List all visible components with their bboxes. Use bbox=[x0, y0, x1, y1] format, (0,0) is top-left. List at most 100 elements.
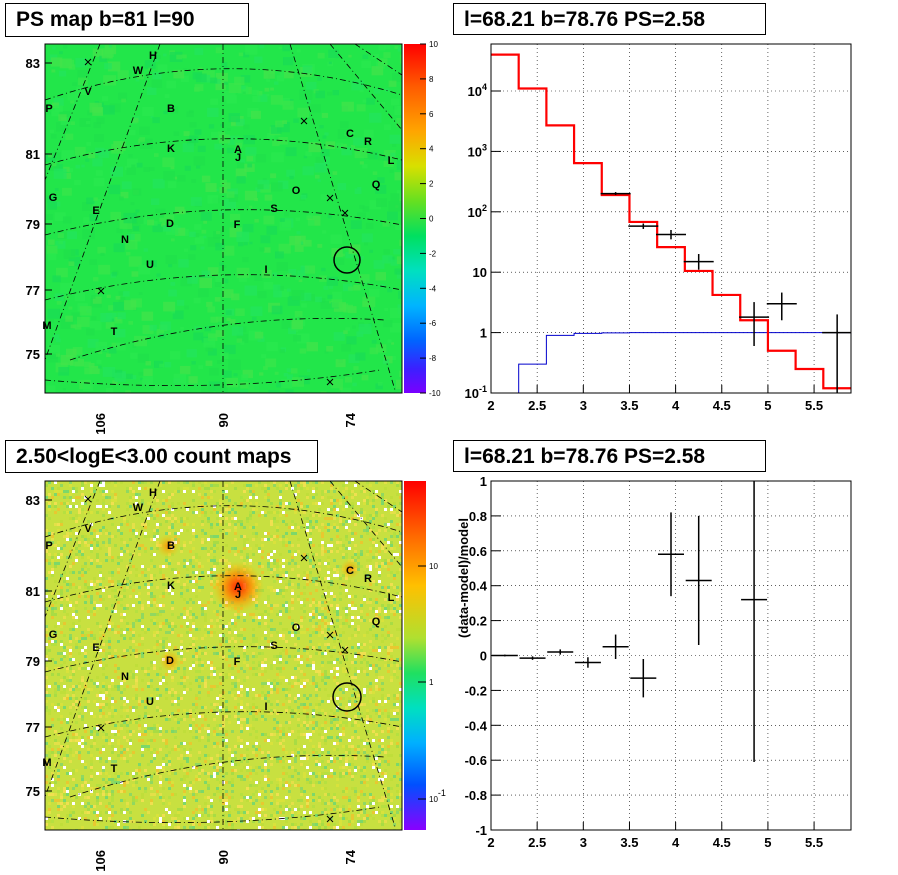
source-label-r: R bbox=[364, 136, 372, 148]
colorbar-tick-label: -8 bbox=[429, 354, 437, 363]
source-cross-mark bbox=[84, 58, 92, 66]
source-label-h: H bbox=[149, 50, 157, 62]
source-label-n: N bbox=[121, 234, 129, 246]
map-y-tick-label: 75 bbox=[26, 347, 40, 362]
map-y-tick-label: 81 bbox=[26, 584, 40, 599]
source-cross-mark bbox=[97, 287, 105, 295]
y-tick-label: -1 bbox=[475, 823, 487, 838]
colorbar-tick-label: 8 bbox=[429, 75, 434, 84]
count-map-title: 2.50<logE<3.00 count maps bbox=[5, 440, 318, 473]
x-tick-label: 3.5 bbox=[620, 835, 638, 850]
source-label-h: H bbox=[149, 487, 157, 499]
colorbar-tick-label: 10 bbox=[429, 40, 438, 49]
source-label-m: M bbox=[42, 757, 51, 769]
x-tick-label: 5.5 bbox=[805, 835, 823, 850]
source-cross-mark bbox=[326, 815, 334, 823]
map-x-tick-label: 90 bbox=[216, 850, 231, 864]
y-tick-label: 0.8 bbox=[469, 509, 487, 524]
ps-map-grid bbox=[45, 44, 402, 393]
source-label-q: Q bbox=[372, 179, 381, 191]
source-label-c: C bbox=[346, 128, 354, 140]
source-cross-mark bbox=[84, 495, 92, 503]
source-label-s: S bbox=[270, 203, 277, 215]
spectrum-plot bbox=[491, 53, 851, 393]
source-label-t: T bbox=[111, 326, 118, 338]
source-label-e: E bbox=[92, 642, 99, 654]
source-label-i: I bbox=[264, 264, 267, 276]
residual-ticks: 2 2.5 3 3.5 4 4.5 5 5.5 1 0.8 0.6 0.4 0.2 0 -0.2 -0.4 -0… bbox=[465, 474, 824, 850]
residual-title: l=68.21 b=78.76 PS=2.58 bbox=[453, 440, 766, 472]
ps-map-colorbar-ticks: 10 8 6 4 2 0 -2 -4 -6 -8 -10 bbox=[420, 40, 441, 398]
count-selected-source-circle bbox=[332, 682, 362, 712]
source-label-o: O bbox=[292, 185, 301, 197]
ps-map-panel: HW V P B CR K AJ LQ G O E S D F N U I M T 10 8 6 4 2 0 -2 -4 -6 -8 -… bbox=[26, 40, 442, 435]
y-tick-label: 1 bbox=[480, 474, 487, 489]
map-y-tick-label: 75 bbox=[26, 784, 40, 799]
colorbar-tick-label: -4 bbox=[429, 284, 437, 293]
y-tick-label: 10-1 bbox=[465, 384, 487, 401]
count-map-y-ticks: 83 81 79 77 75 bbox=[26, 493, 52, 799]
y-tick-label: 0.4 bbox=[469, 579, 488, 594]
source-cross-mark bbox=[326, 194, 334, 202]
source-cross-mark bbox=[300, 117, 308, 125]
y-tick-label: 102 bbox=[468, 203, 487, 220]
y-tick-label: 0.6 bbox=[469, 544, 487, 559]
ps-map-source-labels: HW V P B CR K AJ LQ G O E S D F N U I M T bbox=[42, 50, 395, 386]
count-map-hotspots bbox=[156, 534, 360, 672]
colorbar-tick-label: 4 bbox=[429, 145, 434, 154]
x-tick-label: 2 bbox=[487, 398, 494, 413]
source-label-j: J bbox=[235, 152, 241, 164]
map-x-tick-label: 90 bbox=[216, 413, 231, 427]
source-label-p: P bbox=[45, 103, 52, 115]
map-x-tick-label: 106 bbox=[93, 850, 108, 872]
colorbar-tick-label: -10 bbox=[429, 389, 441, 398]
map-y-tick-label: 83 bbox=[26, 493, 40, 508]
x-tick-label: 3 bbox=[580, 398, 587, 413]
source-label-l: L bbox=[388, 592, 395, 604]
source-label-u: U bbox=[146, 259, 154, 271]
colorbar-tick-label: -6 bbox=[429, 319, 437, 328]
ps-map-frame bbox=[44, 43, 403, 394]
source-label-v: V bbox=[84, 523, 92, 535]
source-label-f: F bbox=[234, 219, 241, 231]
x-tick-label: 4.5 bbox=[713, 835, 731, 850]
map-x-tick-label: 74 bbox=[343, 412, 358, 427]
x-tick-label: 2.5 bbox=[528, 835, 546, 850]
y-tick-label: 0 bbox=[480, 649, 487, 664]
source-cross-mark bbox=[326, 631, 334, 639]
residual-plot bbox=[491, 481, 768, 762]
spectrum-panel: 2 2.5 3 3.5 4 4.5 5 5.5 10-1 1 10 102 103 104 bbox=[465, 43, 852, 413]
colorbar-tick-label: 2 bbox=[429, 180, 434, 189]
y-tick-label: 103 bbox=[468, 142, 487, 159]
source-label-b: B bbox=[167, 540, 175, 552]
colorbar-tick-label: 10-1 bbox=[429, 788, 446, 804]
x-tick-label: 4 bbox=[672, 835, 680, 850]
source-cross-mark bbox=[341, 646, 349, 654]
source-label-w: W bbox=[133, 65, 144, 77]
count-map-frame bbox=[44, 480, 403, 831]
source-label-d: D bbox=[166, 655, 174, 667]
source-label-b: B bbox=[167, 103, 175, 115]
source-label-a: A bbox=[234, 581, 242, 593]
x-tick-label: 5.5 bbox=[805, 398, 823, 413]
x-tick-label: 3 bbox=[580, 835, 587, 850]
x-tick-label: 4.5 bbox=[713, 398, 731, 413]
y-tick-label: -0.2 bbox=[465, 683, 487, 698]
source-label-j: J bbox=[235, 589, 241, 601]
ps-map-y-ticks: 83 81 79 77 75 bbox=[26, 56, 52, 362]
source-label-t: T bbox=[111, 763, 118, 775]
source-label-f: F bbox=[234, 656, 241, 668]
source-label-p: P bbox=[45, 540, 52, 552]
colorbar-tick-label: 6 bbox=[429, 110, 434, 119]
spectrum-area bbox=[491, 44, 851, 393]
count-map-source-labels: HW V P B CR K AJ LQ G O E S D F N U I M T bbox=[42, 487, 395, 823]
selected-source-circle bbox=[333, 246, 361, 274]
source-label-e: E bbox=[92, 205, 99, 217]
count-map-panel: HW V P B CR K AJ LQ G O E S D F N U I M T 10 1 10-1 83 81 79 77… bbox=[26, 480, 446, 872]
spectrum-title: l=68.21 b=78.76 PS=2.58 bbox=[453, 3, 766, 35]
ps-map-colorbar bbox=[404, 44, 426, 393]
source-label-n: N bbox=[121, 671, 129, 683]
x-tick-label: 2 bbox=[487, 835, 494, 850]
y-tick-label: 104 bbox=[468, 82, 487, 99]
source-label-q: Q bbox=[372, 616, 381, 628]
